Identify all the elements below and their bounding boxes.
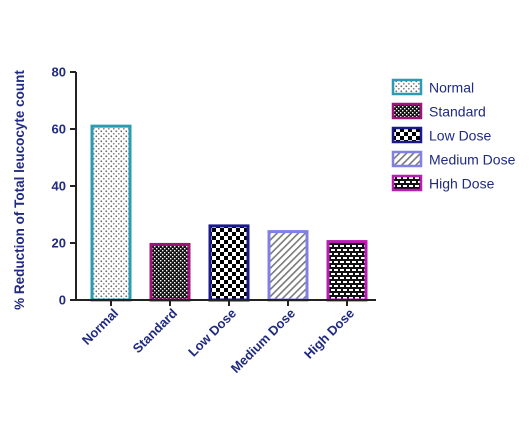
bar-medium-dose — [267, 230, 309, 302]
x-tick-label: Standard — [130, 305, 180, 355]
bar-normal — [90, 124, 132, 302]
y-tick-label: 40 — [52, 179, 66, 194]
x-tick-label: Normal — [79, 306, 121, 348]
y-axis: 0 20 40 60 80 — [52, 65, 77, 308]
y-tick-label: 0 — [59, 293, 66, 308]
legend-swatch — [391, 102, 423, 120]
x-tick-label: Low Dose — [185, 306, 239, 360]
y-tick-label: 60 — [52, 122, 66, 137]
y-tick-label: 20 — [52, 236, 66, 251]
legend-label: Standard — [429, 104, 486, 120]
legend-swatch — [391, 78, 423, 96]
x-tick-label: High Dose — [301, 306, 357, 362]
bar-standard — [149, 242, 191, 302]
y-tick-label: 80 — [52, 65, 66, 80]
legend-swatch — [391, 126, 423, 144]
legend-swatch — [391, 174, 423, 192]
legend-swatch — [391, 150, 423, 168]
y-axis-title: % Reduction of Total leucocyte count — [12, 70, 27, 310]
bar-high-dose — [326, 240, 368, 302]
bars — [90, 124, 368, 302]
legend-label: Normal — [429, 80, 474, 96]
legend-label: High Dose — [429, 176, 495, 192]
legend-label: Medium Dose — [429, 152, 516, 168]
bar-low-dose — [208, 224, 250, 302]
legend-label: Low Dose — [429, 128, 491, 144]
legend: Normal Standard Low Dose Medium Dose High Do… — [391, 78, 516, 192]
